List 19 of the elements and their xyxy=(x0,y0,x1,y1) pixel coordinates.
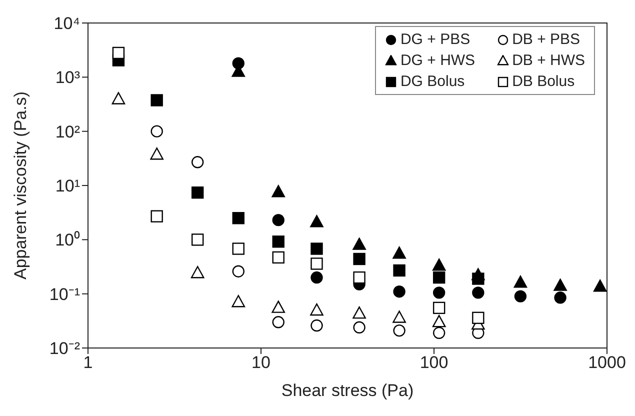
legend-label: DB + HWS xyxy=(512,52,585,69)
x-tick-label: 100 xyxy=(420,353,448,372)
y-tick-label: 10⁴ xyxy=(54,14,80,34)
x-tick-label: 10 xyxy=(252,353,270,372)
legend-label: DG + PBS xyxy=(400,31,470,48)
legend-label: DB Bolus xyxy=(512,73,575,90)
y-tick-label: 10⁰ xyxy=(55,230,80,250)
x-axis-title: Shear stress (Pa) xyxy=(281,381,414,400)
y-tick-label: 10⁻¹ xyxy=(49,284,80,304)
y-tick-label: 10³ xyxy=(55,68,80,88)
y-tick-label: 10¹ xyxy=(55,176,80,196)
y-tick-label: 10⁻² xyxy=(49,339,80,358)
x-tick-label: 1000 xyxy=(588,353,626,372)
y-axis-title: Apparent viscosity (Pa.s) xyxy=(11,91,30,280)
x-tick-label: 1 xyxy=(83,353,93,372)
legend-label: DG + HWS xyxy=(400,52,476,69)
legend-label: DB + PBS xyxy=(512,31,580,48)
y-tick-label: 10² xyxy=(55,122,80,142)
legend-label: DG Bolus xyxy=(400,73,465,90)
